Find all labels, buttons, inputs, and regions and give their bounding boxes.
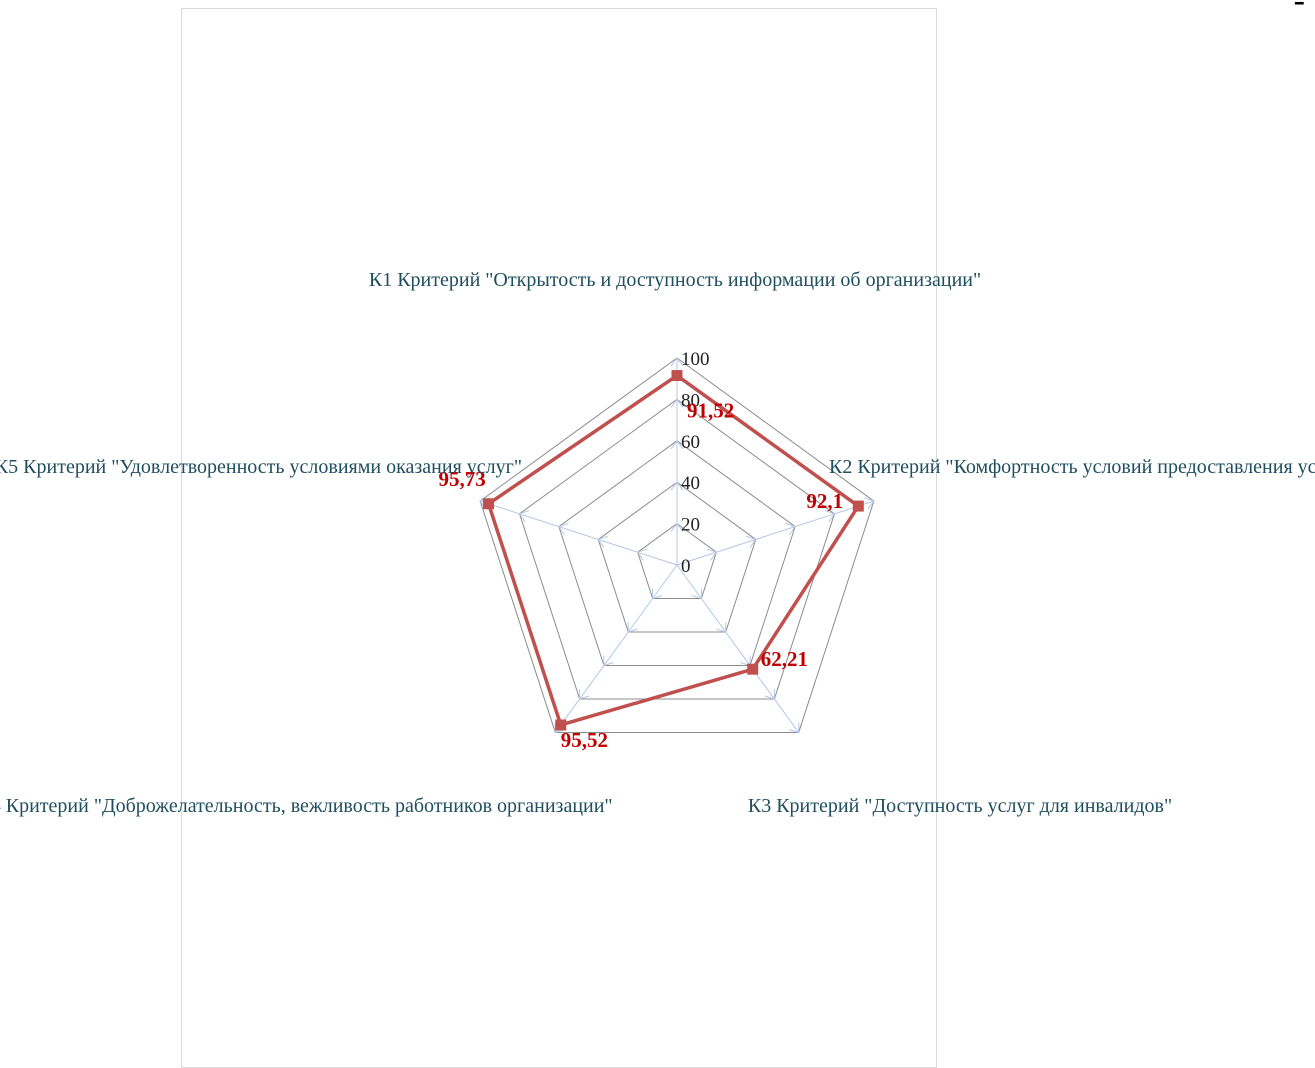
tick-label-0: 0 <box>681 556 691 577</box>
category-label-3: К3 Критерий "Доступность услуг для инвал… <box>748 795 1172 817</box>
category-label-1: К1 Критерий "Открытость и доступность ин… <box>369 269 981 291</box>
data-point-1 <box>672 370 683 381</box>
radar-spokes <box>480 358 874 732</box>
series-polygon-group <box>483 370 864 730</box>
category-label-4: К4 Критерий "Доброжелательность, вежливо… <box>0 795 613 817</box>
tick-label-20: 20 <box>681 515 700 536</box>
data-label-3: 62,21 <box>761 647 808 671</box>
category-label-2: К2 Критерий "Комфортность условий предос… <box>829 456 1315 478</box>
category-labels: К1 Критерий "Открытость и доступность ин… <box>0 269 1315 817</box>
series-line <box>489 376 859 725</box>
tick-label-60: 60 <box>681 432 700 453</box>
data-point-2 <box>853 501 864 512</box>
tick-label-100: 100 <box>681 349 710 370</box>
data-label-1: 91,52 <box>687 399 734 423</box>
category-label-5: К5 Критерий "Удовлетворенность условиями… <box>0 456 522 478</box>
spoke-2 <box>677 501 874 565</box>
data-point-3 <box>747 664 758 675</box>
data-label-2: 92,1 <box>806 489 843 513</box>
data-point-5 <box>483 498 494 509</box>
tick-label-40: 40 <box>681 473 700 494</box>
spoke-5 <box>480 501 677 565</box>
data-label-4: 95,52 <box>561 728 608 752</box>
